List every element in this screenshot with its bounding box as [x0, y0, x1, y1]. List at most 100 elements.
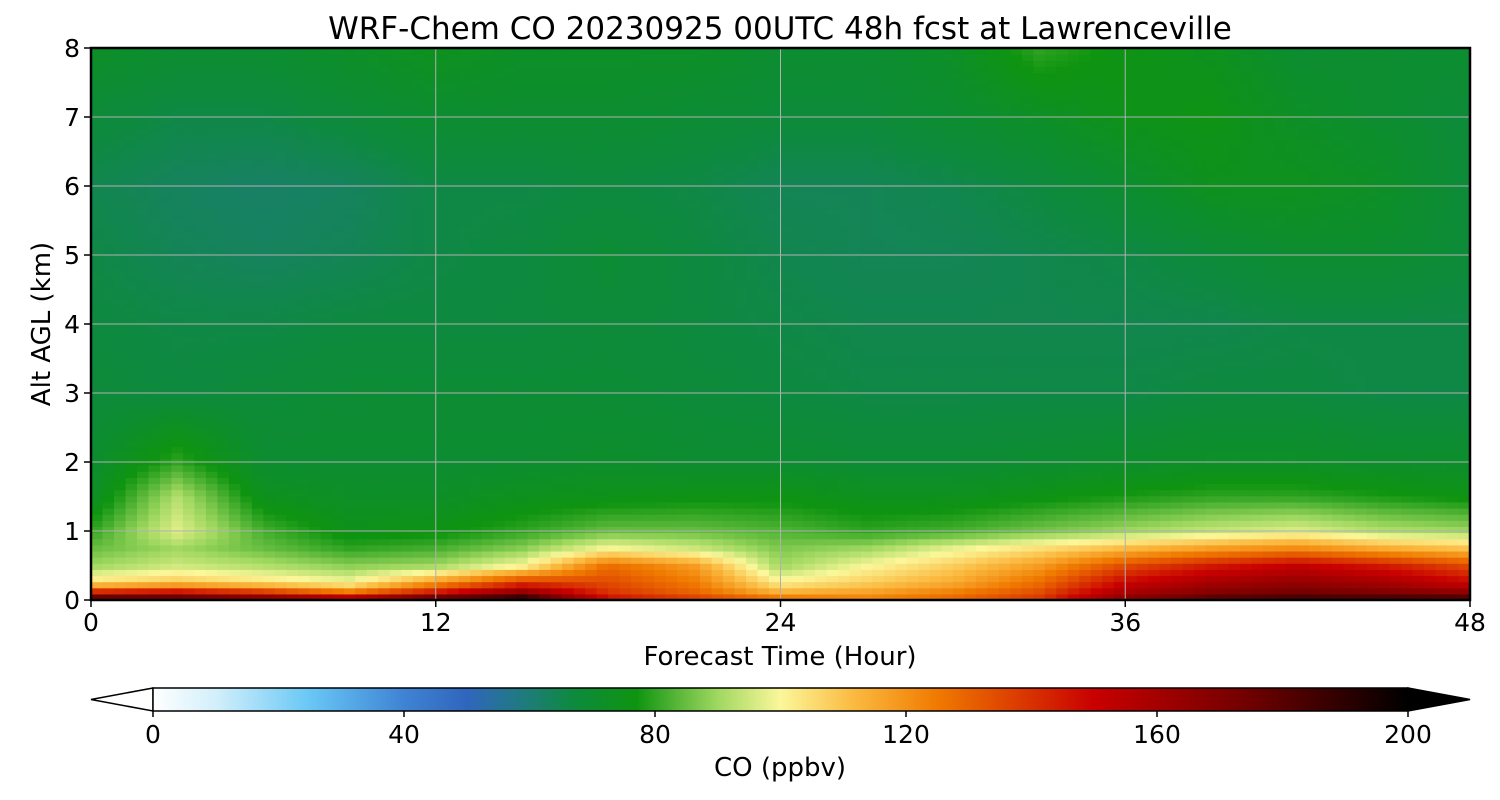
heatmap-cell	[389, 544, 402, 552]
heatmap-cell	[217, 342, 230, 350]
heatmap-cell	[332, 256, 345, 264]
heatmap-cell	[470, 54, 483, 61]
heatmap-cell	[550, 189, 563, 196]
heatmap-cell	[297, 477, 310, 485]
heatmap-cell	[585, 495, 598, 503]
heatmap-cell	[366, 366, 379, 374]
heatmap-cell	[516, 219, 529, 227]
heatmap-cell	[723, 550, 736, 558]
heatmap-cell	[700, 348, 713, 356]
heatmap-cell	[493, 593, 506, 600]
heatmap-cell	[217, 336, 230, 343]
heatmap-cell	[332, 78, 345, 86]
heatmap-cell	[102, 121, 115, 129]
heatmap-cell	[343, 201, 356, 209]
heatmap-cell	[366, 465, 379, 472]
heatmap-cell	[700, 495, 713, 503]
heatmap-cell	[550, 250, 563, 258]
heatmap-cell	[251, 581, 264, 589]
heatmap-cell	[228, 385, 241, 393]
heatmap-cell	[217, 520, 230, 527]
heatmap-cell	[205, 544, 219, 552]
heatmap-cell	[688, 360, 701, 368]
heatmap-cell	[401, 348, 414, 356]
heatmap-cell	[585, 465, 598, 472]
heatmap-cell	[194, 379, 207, 386]
heatmap-cell	[700, 575, 713, 583]
heatmap-cell	[447, 593, 460, 600]
heatmap-cell	[217, 232, 230, 239]
heatmap-cell	[516, 54, 529, 61]
heatmap-cell	[274, 281, 287, 288]
heatmap-cell	[550, 219, 563, 227]
heatmap-cell	[493, 366, 506, 374]
heatmap-cell	[435, 262, 448, 270]
heatmap-cell	[642, 550, 655, 558]
heatmap-cell	[263, 84, 276, 92]
heatmap-cell	[665, 569, 678, 577]
heatmap-cell	[412, 391, 425, 399]
heatmap-cell	[263, 127, 276, 135]
heatmap-cell	[228, 48, 241, 55]
heatmap-cell	[665, 336, 678, 343]
heatmap-cell	[378, 477, 391, 485]
heatmap-cell	[171, 250, 184, 258]
heatmap-cell	[516, 403, 529, 411]
heatmap-cell	[309, 268, 322, 276]
heatmap-cell	[516, 416, 529, 423]
heatmap-cell	[654, 593, 667, 600]
heatmap-cell	[642, 146, 655, 153]
heatmap-cell	[424, 508, 437, 515]
heatmap-cell	[378, 78, 391, 86]
heatmap-cell	[91, 471, 104, 478]
heatmap-cell	[113, 103, 127, 110]
heatmap-cell	[516, 238, 529, 245]
heatmap-cell	[550, 207, 563, 215]
heatmap-cell	[228, 557, 241, 564]
heatmap-cell	[182, 189, 196, 196]
heatmap-cell	[631, 489, 644, 497]
heatmap-cell	[148, 127, 161, 135]
heatmap-cell	[619, 256, 632, 264]
heatmap-cell	[642, 262, 655, 270]
heatmap-cell	[493, 207, 506, 215]
heatmap-cell	[493, 409, 506, 417]
heatmap-cell	[493, 201, 506, 209]
heatmap-cell	[619, 281, 632, 288]
heatmap-cell	[355, 446, 368, 454]
heatmap-cell	[470, 508, 483, 515]
heatmap-cell	[654, 281, 667, 288]
heatmap-cell	[700, 146, 713, 153]
heatmap-cell	[320, 207, 333, 215]
heatmap-cell	[389, 195, 402, 202]
heatmap-cell	[171, 385, 184, 393]
heatmap-cell	[516, 189, 529, 196]
heatmap-cell	[366, 164, 379, 172]
heatmap-cell	[677, 66, 690, 74]
heatmap-cell	[378, 213, 391, 221]
heatmap-cell	[286, 274, 299, 282]
heatmap-cell	[470, 103, 483, 110]
heatmap-cell	[113, 428, 127, 435]
heatmap-cell	[665, 287, 678, 294]
heatmap-cell	[412, 587, 425, 595]
heatmap-cell	[412, 256, 425, 264]
heatmap-cell	[182, 305, 196, 313]
heatmap-cell	[401, 581, 414, 589]
heatmap-cell	[401, 158, 414, 166]
heatmap-cell	[700, 489, 713, 497]
heatmap-cell	[217, 115, 230, 123]
heatmap-cell	[688, 140, 701, 147]
heatmap-cell	[263, 587, 276, 595]
heatmap-cell	[619, 274, 632, 282]
heatmap-cell	[401, 250, 414, 258]
heatmap-cell	[527, 164, 540, 172]
heatmap-cell	[159, 403, 173, 411]
heatmap-cell	[228, 569, 241, 577]
heatmap-cell	[642, 587, 655, 595]
heatmap-cell	[205, 416, 219, 423]
heatmap-cell	[642, 403, 655, 411]
heatmap-cell	[263, 465, 276, 472]
heatmap-cell	[332, 140, 345, 147]
heatmap-cell	[435, 532, 448, 540]
